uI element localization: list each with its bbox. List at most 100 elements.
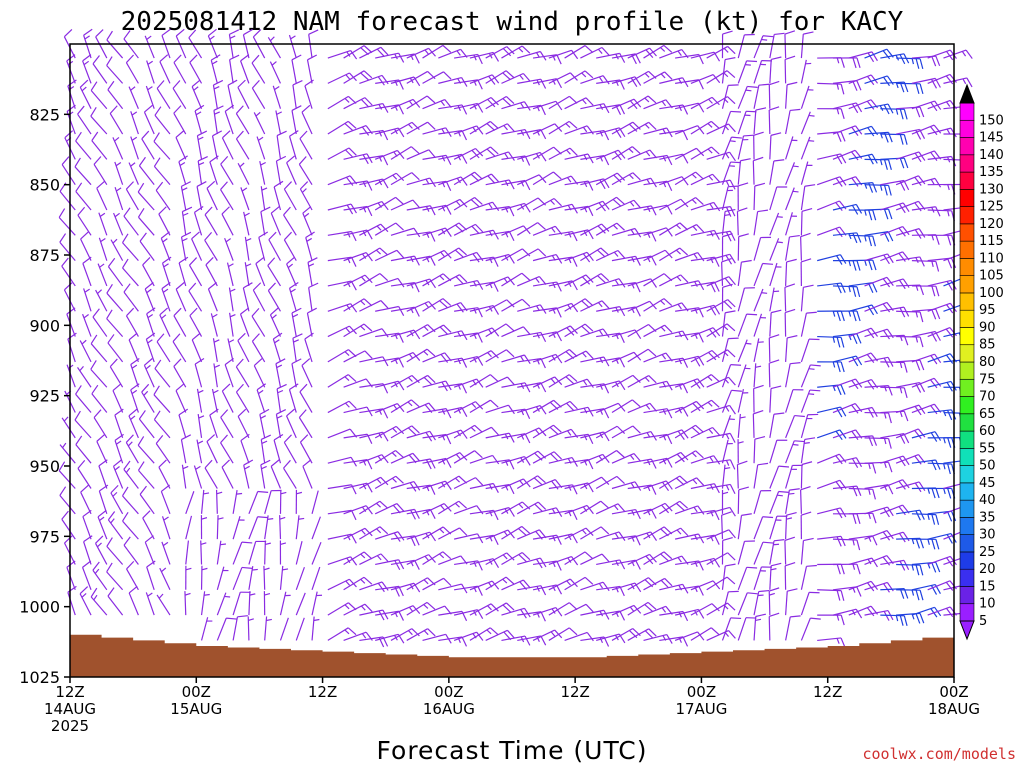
wind-barb: [302, 206, 313, 236]
wind-barb: [596, 52, 626, 63]
wind-barb: [501, 525, 531, 540]
wind-barb: [548, 72, 578, 84]
wind-barb: [374, 425, 405, 439]
wind-barb: [253, 111, 266, 135]
wind-barb: [516, 501, 547, 515]
wind-barb: [375, 305, 405, 316]
wind-barb: [343, 323, 373, 338]
wind-barb: [643, 227, 673, 237]
wind-barb: [244, 262, 252, 287]
wind-barb: [92, 55, 108, 84]
wind-barb: [501, 272, 531, 287]
wind-barb: [501, 45, 531, 59]
wind-barb: [817, 384, 846, 396]
wind-barb: [295, 489, 303, 514]
wind-barb: [283, 231, 297, 261]
wind-barb: [643, 433, 673, 445]
wind-barb: [674, 197, 704, 211]
wind-barb: [184, 591, 191, 616]
wind-barb: [359, 223, 389, 236]
wind-barb: [175, 282, 187, 312]
wind-barb: [784, 30, 796, 59]
wind-barb: [422, 577, 452, 591]
wind-barb: [260, 459, 271, 489]
wind-barb: [753, 589, 770, 616]
wind-barb: [564, 323, 594, 338]
wind-barb: [785, 488, 800, 514]
wind-barb: [721, 464, 731, 489]
wind-barb: [469, 534, 499, 546]
wind-barb: [259, 161, 266, 185]
wind-barb: [106, 309, 124, 337]
colorbar-swatch: [959, 206, 975, 225]
wind-barb: [674, 280, 705, 291]
wind-barb: [275, 155, 287, 185]
colorbar-label: 90: [979, 320, 996, 335]
wind-barb: [469, 146, 499, 160]
wind-barb: [643, 502, 673, 515]
wind-barb: [275, 110, 283, 135]
wind-barb: [75, 435, 92, 464]
wind-barb: [232, 566, 253, 591]
wind-barb: [848, 557, 878, 568]
wind-barb: [82, 256, 92, 287]
wind-barb: [659, 429, 689, 440]
colorbar-swatch: [959, 240, 975, 259]
wind-barb: [864, 411, 892, 424]
wind-barb: [359, 408, 389, 419]
wind-barb: [343, 153, 373, 165]
wind-barb: [848, 51, 878, 63]
wind-barb: [453, 147, 484, 160]
colorbar-swatch: [959, 292, 975, 311]
wind-barb: [106, 562, 124, 591]
wind-barb: [485, 70, 515, 84]
wind-barb: [374, 172, 405, 186]
wind-barb: [817, 361, 845, 373]
wind-barb: [896, 256, 925, 267]
wind-barb: [768, 334, 780, 362]
wind-barb: [66, 307, 76, 337]
wind-barb: [160, 231, 171, 261]
wind-barb: [752, 410, 764, 438]
colorbar-swatch: [959, 275, 975, 294]
wind-barb: [784, 562, 796, 590]
wind-barb: [706, 576, 736, 591]
wind-barb: [267, 257, 281, 287]
wind-barb: [406, 177, 436, 188]
wind-barb: [817, 507, 847, 519]
wind-barb: [75, 385, 92, 413]
wind-barb: [768, 106, 780, 135]
wind-barb: [406, 255, 436, 266]
terrain-fill: [70, 634, 954, 677]
wind-barb: [580, 300, 610, 312]
wind-barb: [800, 258, 812, 286]
wind-barb: [516, 475, 546, 490]
wind-barb: [359, 328, 389, 338]
wind-barb: [564, 527, 594, 540]
wind-barb: [737, 313, 758, 337]
wind-barb: [469, 603, 499, 616]
wind-barb: [800, 511, 812, 540]
wind-barb: [275, 409, 287, 438]
colorbar-label: 120: [979, 217, 1004, 232]
wind-barb: [548, 509, 578, 521]
wind-barb: [237, 408, 250, 439]
wind-barb: [580, 273, 610, 287]
wind-barb: [327, 578, 357, 591]
wind-barb: [453, 251, 484, 263]
wind-barb: [61, 156, 76, 185]
wind-barb: [327, 602, 357, 616]
wind-barb: [286, 256, 297, 287]
wind-barb: [406, 348, 436, 363]
wind-barb: [674, 505, 705, 515]
wind-barb: [220, 409, 234, 439]
wind-barb: [548, 533, 578, 544]
wind-barb: [784, 55, 796, 84]
wind-barb: [137, 208, 155, 236]
wind-barb: [880, 157, 909, 169]
colorbar-swatch: [959, 465, 975, 484]
wind-barb: [279, 540, 287, 565]
wind-barb: [880, 559, 910, 571]
wind-barb: [194, 358, 205, 388]
x-tick-label: 18AUG: [928, 700, 980, 718]
